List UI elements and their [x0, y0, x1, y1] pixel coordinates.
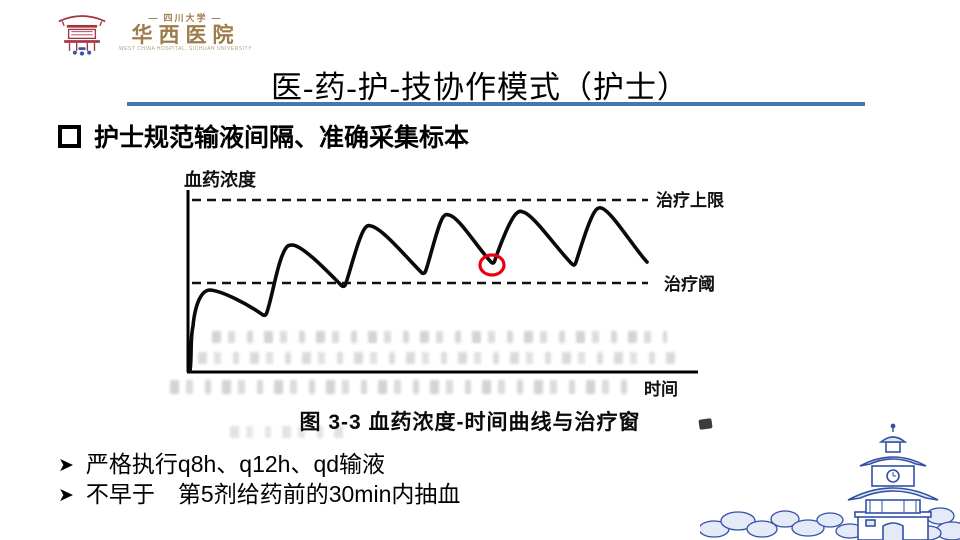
scan-noise-smudge [170, 380, 632, 394]
university-name: 四川大学 [144, 13, 226, 23]
scan-noise-smudge [198, 352, 676, 364]
bullet-list: ➤ 严格执行q8h、q12h、qd输液 ➤ 不早于 第5剂给药前的30min内抽… [58, 445, 460, 507]
hospital-logo-text: 四川大学 华西医院 WEST CHINA HOSPITAL, SICHUAN U… [119, 13, 252, 52]
slide-title: 医-药-护-技协作模式（护士） [271, 70, 689, 105]
list-item: ➤ 严格执行q8h、q12h、qd输液 [58, 445, 460, 477]
bullet-text: 不早于 第5剂给药前的30min内抽血 [85, 481, 461, 507]
arrow-bullet-icon: ➤ [58, 455, 74, 476]
list-item: ➤ 不早于 第5剂给药前的30min内抽血 [58, 475, 460, 507]
clock-tower-sketch [700, 423, 960, 540]
hospital-name: 华西医院 [131, 22, 240, 47]
hospital-gate-icon [58, 15, 106, 56]
main-bullet: 护士规范输液间隔、准确采集标本 [58, 118, 469, 154]
bullet-text: 严格执行q8h、q12h、qd输液 [85, 451, 386, 477]
arrow-bullet-icon: ➤ [58, 485, 74, 506]
scan-noise-smudge [230, 426, 350, 438]
red-circle-annotation [478, 253, 506, 277]
x-axis-label: 时间 [644, 379, 678, 399]
title-underline [127, 102, 865, 106]
hospital-name-english: WEST CHINA HOSPITAL, SICHUAN UNIVERSITY [119, 45, 252, 52]
scan-noise-smudge [212, 331, 667, 343]
y-axis-label: 血药浓度 [184, 169, 257, 190]
main-bullet-text: 护士规范输液间隔、准确采集标本 [94, 124, 470, 152]
threshold-label: 治疗阈 [664, 274, 715, 294]
concentration-curve [188, 205, 649, 373]
square-bullet-icon [58, 125, 81, 148]
figure-concentration-time-chart: 血药浓度 治疗上限 治疗阈 时间 图 3-3 血药浓度-时间曲线与治疗窗 [170, 164, 770, 440]
upper-limit-label: 治疗上限 [656, 190, 724, 210]
figure-caption: 图 3-3 血药浓度-时间曲线与治疗窗 [299, 411, 641, 434]
hospital-logo: 四川大学 华西医院 WEST CHINA HOSPITAL, SICHUAN U… [55, 8, 252, 58]
chart-canvas: 血药浓度 治疗上限 治疗阈 时间 [184, 169, 724, 399]
